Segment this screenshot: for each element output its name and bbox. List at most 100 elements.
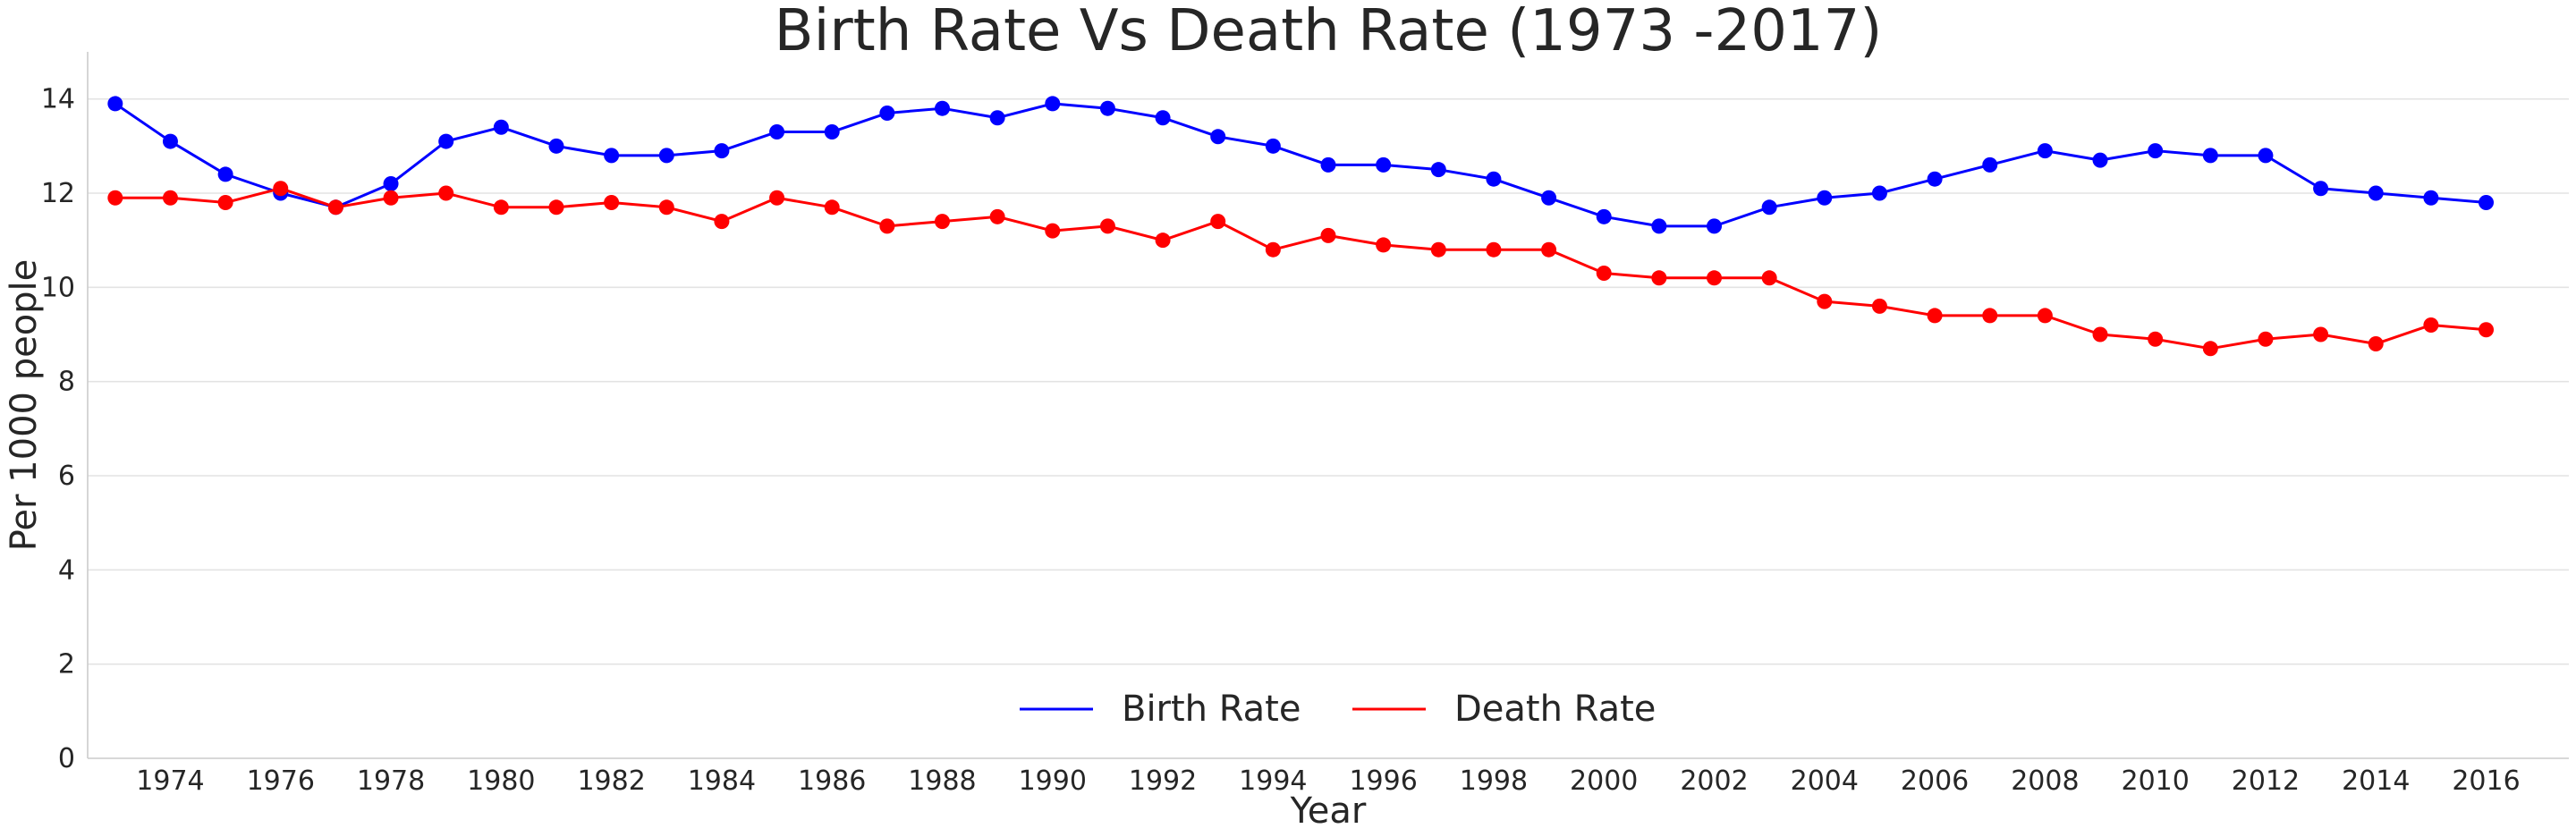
- x-tick-label: 2002: [1680, 765, 1748, 797]
- data-point-death-rate: [383, 190, 399, 206]
- series-birth-rate: [107, 96, 2495, 234]
- data-point-death-rate: [1761, 270, 1777, 286]
- y-tick-label: 14: [41, 84, 75, 115]
- data-point-death-rate: [714, 214, 730, 230]
- x-tick-label: 1984: [688, 765, 756, 797]
- data-point-death-rate: [2148, 331, 2164, 347]
- x-tick-label: 1978: [357, 765, 425, 797]
- x-tick-label: 1990: [1019, 765, 1087, 797]
- data-point-death-rate: [2258, 331, 2274, 347]
- x-tick-label: 2006: [1901, 765, 1969, 797]
- y-tick-label: 0: [58, 743, 75, 774]
- x-tick-label: 1996: [1349, 765, 1417, 797]
- x-tick-label: 1986: [798, 765, 866, 797]
- data-point-birth-rate: [1927, 171, 1943, 187]
- data-point-birth-rate: [989, 110, 1005, 126]
- data-point-death-rate: [1817, 293, 1833, 309]
- data-point-death-rate: [769, 190, 785, 206]
- data-point-birth-rate: [1707, 218, 1723, 234]
- data-point-death-rate: [1045, 223, 1061, 239]
- y-tick-label: 2: [58, 649, 75, 681]
- x-tick-label: 1998: [1460, 765, 1528, 797]
- data-point-death-rate: [1651, 270, 1667, 286]
- data-point-death-rate: [2037, 308, 2053, 324]
- data-point-birth-rate: [1651, 218, 1667, 234]
- data-point-death-rate: [438, 185, 454, 201]
- data-point-death-rate: [658, 199, 674, 216]
- data-point-birth-rate: [2037, 143, 2053, 159]
- data-point-death-rate: [2479, 322, 2495, 338]
- data-point-death-rate: [1210, 214, 1226, 230]
- data-point-birth-rate: [714, 143, 730, 159]
- legend-label: Death Rate: [1454, 689, 1656, 730]
- data-point-death-rate: [604, 195, 620, 211]
- data-point-birth-rate: [934, 100, 950, 116]
- data-point-death-rate: [493, 199, 509, 216]
- data-point-death-rate: [2423, 317, 2439, 333]
- data-point-birth-rate: [1320, 156, 1336, 173]
- x-axis-label: Year: [1290, 790, 1367, 832]
- y-axis-label: Per 1000 people: [4, 259, 45, 552]
- y-tick-label: 6: [58, 461, 75, 492]
- data-point-death-rate: [273, 181, 289, 197]
- data-point-birth-rate: [1817, 190, 1833, 206]
- data-point-death-rate: [162, 190, 178, 206]
- y-axis-ticks: 0 2 4 6 8 10 12 14: [41, 84, 75, 774]
- data-point-death-rate: [548, 199, 564, 216]
- data-point-death-rate: [1265, 241, 1281, 258]
- data-point-birth-rate: [162, 133, 178, 149]
- data-point-birth-rate: [879, 105, 895, 121]
- data-point-birth-rate: [1099, 100, 1115, 116]
- data-point-birth-rate: [1155, 110, 1171, 126]
- data-point-death-rate: [934, 214, 950, 230]
- data-point-birth-rate: [1761, 199, 1777, 216]
- legend-label: Birth Rate: [1122, 689, 1301, 730]
- data-point-death-rate: [2368, 336, 2384, 352]
- data-point-birth-rate: [2313, 181, 2329, 197]
- data-point-death-rate: [1430, 241, 1446, 258]
- series-death-rate: [107, 181, 2495, 357]
- data-point-death-rate: [1486, 241, 1502, 258]
- y-tick-label: 12: [41, 178, 75, 209]
- x-tick-label: 1988: [908, 765, 976, 797]
- series-layer: [107, 96, 2495, 357]
- data-point-birth-rate: [383, 175, 399, 191]
- data-point-death-rate: [989, 208, 1005, 224]
- x-tick-label: 1974: [136, 765, 204, 797]
- data-point-death-rate: [2202, 341, 2218, 357]
- data-point-birth-rate: [1430, 162, 1446, 178]
- data-point-birth-rate: [2202, 148, 2218, 164]
- x-tick-label: 1994: [1239, 765, 1307, 797]
- data-point-birth-rate: [658, 148, 674, 164]
- x-tick-label: 2012: [2232, 765, 2300, 797]
- data-point-death-rate: [1541, 241, 1557, 258]
- data-point-birth-rate: [2423, 190, 2439, 206]
- data-point-birth-rate: [769, 124, 785, 140]
- data-point-birth-rate: [1982, 156, 1998, 173]
- chart-title: Birth Rate Vs Death Rate (1973 -2017): [775, 0, 1883, 64]
- data-point-birth-rate: [438, 133, 454, 149]
- data-point-death-rate: [107, 190, 123, 206]
- data-point-birth-rate: [2258, 148, 2274, 164]
- data-point-birth-rate: [107, 96, 123, 112]
- data-point-birth-rate: [493, 119, 509, 135]
- data-point-death-rate: [1376, 237, 1392, 253]
- data-point-birth-rate: [1045, 96, 1061, 112]
- legend: Birth Rate Death Rate: [1020, 689, 1656, 730]
- x-tick-label: 2008: [2011, 765, 2079, 797]
- data-point-birth-rate: [1210, 129, 1226, 145]
- x-tick-label: 2014: [2342, 765, 2410, 797]
- x-tick-label: 1980: [467, 765, 535, 797]
- data-point-death-rate: [2313, 326, 2329, 342]
- data-point-death-rate: [217, 195, 233, 211]
- data-point-death-rate: [879, 218, 895, 234]
- x-tick-label: 1982: [577, 765, 645, 797]
- data-point-death-rate: [1707, 270, 1723, 286]
- axes-spines: [87, 52, 2569, 759]
- data-point-death-rate: [1155, 232, 1171, 249]
- data-point-birth-rate: [604, 148, 620, 164]
- y-tick-label: 8: [58, 367, 75, 398]
- data-point-birth-rate: [1265, 138, 1281, 154]
- x-axis-ticks: 1974 1976 1978 1980 1982 1984 1986 1988 1990 1992…: [136, 765, 2520, 797]
